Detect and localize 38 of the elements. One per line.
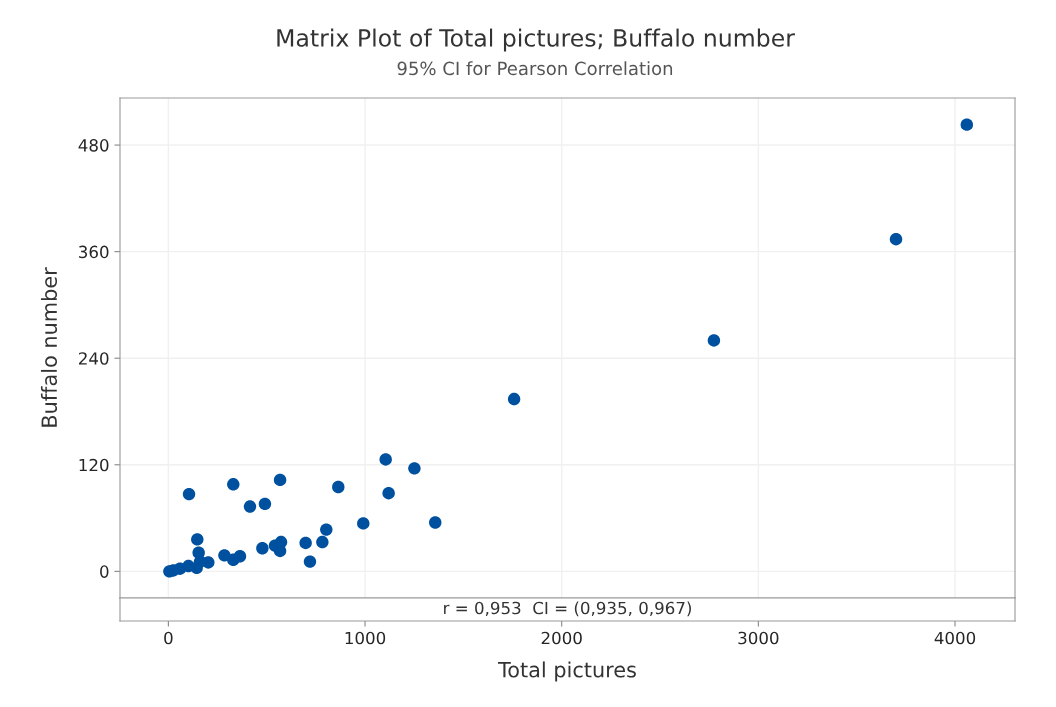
x-tick-label: 2000: [541, 631, 582, 645]
point: [182, 487, 196, 501]
x-tick-label: 4000: [934, 631, 976, 645]
point: [960, 118, 974, 131]
point: [316, 535, 329, 549]
text: r = 0,953 CI = (0,935, 0,967): [444, 601, 691, 617]
x-tick-label: 1000: [345, 631, 386, 645]
chart-subtitle: 95% CI for Pearson Correlation: [397, 61, 673, 76]
point: [227, 478, 240, 491]
point: [243, 500, 257, 513]
y-tick-label: 120: [79, 458, 109, 472]
point: [507, 392, 521, 406]
point: [256, 542, 269, 555]
x-tick-label: 0: [164, 631, 173, 645]
x-tick-label: 3000: [738, 631, 779, 645]
point: [379, 453, 392, 466]
point: [299, 536, 312, 550]
x-axis-title: Total pictures: [498, 661, 636, 682]
point: [707, 334, 721, 347]
point: [218, 549, 231, 562]
point: [303, 555, 317, 568]
chart-title: Matrix Plot of Total pictures; Buffalo number: [277, 28, 795, 52]
point: [258, 497, 272, 511]
point: [357, 517, 370, 530]
point: [332, 480, 345, 494]
point: [889, 233, 903, 246]
y-tick-label: 480: [78, 139, 109, 152]
y-tick-label: 240: [78, 352, 109, 365]
point: [191, 533, 204, 546]
point: [429, 516, 442, 529]
y-axis-title: Buffalo number: [40, 267, 58, 427]
point: [193, 555, 207, 568]
point: [382, 486, 395, 500]
y-tick-label: 360: [79, 245, 109, 259]
point: [408, 462, 421, 475]
point: [273, 473, 287, 487]
y-tick-label: 0: [100, 565, 109, 578]
point: [320, 523, 333, 536]
